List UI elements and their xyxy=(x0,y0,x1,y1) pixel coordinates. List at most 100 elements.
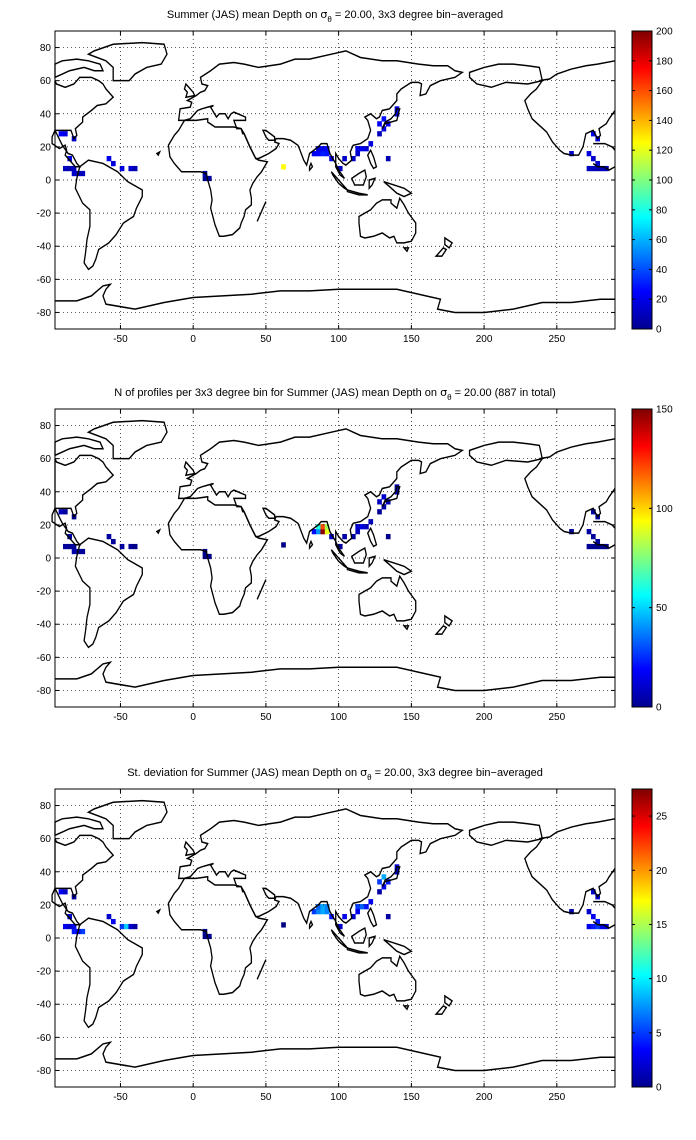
x-tick-label: 0 xyxy=(190,712,196,723)
data-cell xyxy=(355,904,361,910)
y-tick-label: -20 xyxy=(37,587,52,598)
x-tick-label: 150 xyxy=(403,712,420,723)
data-cell xyxy=(329,155,334,162)
data-cell xyxy=(591,913,596,920)
data-cell xyxy=(119,923,125,930)
y-tick-label: 20 xyxy=(40,900,52,911)
data-cell xyxy=(320,524,326,530)
data-cell xyxy=(595,538,601,545)
colorbar: 0 50 100 150 xyxy=(631,405,673,714)
x-tick-label: 0 xyxy=(190,1092,196,1103)
colorbar-tick-label: 150 xyxy=(656,405,673,416)
data-cell xyxy=(316,529,321,535)
colorbar-tick-label: 40 xyxy=(656,265,668,276)
panel-title-rest: = 20.00, 3x3 degree bin−averaged xyxy=(372,767,543,779)
data-cell xyxy=(586,165,592,172)
y-tick-label: 80 xyxy=(40,421,52,432)
data-cell xyxy=(359,524,365,530)
data-cell xyxy=(281,164,286,170)
colorbar-tick-label: 180 xyxy=(656,56,673,67)
colorbar-tick-label: 20 xyxy=(656,866,668,877)
data-cell xyxy=(316,524,321,530)
data-cell xyxy=(132,165,138,172)
panel-title-subscript: θ xyxy=(327,15,332,24)
x-tick-label: 150 xyxy=(403,334,420,345)
y-tick-label: -80 xyxy=(37,308,52,319)
x-tick-label: -50 xyxy=(113,712,128,723)
data-cell xyxy=(324,909,330,915)
data-cell xyxy=(124,923,129,930)
data-cell xyxy=(355,909,361,915)
data-cell xyxy=(595,918,601,925)
data-cell xyxy=(591,543,596,550)
data-cell xyxy=(591,155,596,162)
colorbar-tick-label: 15 xyxy=(656,920,668,931)
data-cell xyxy=(67,543,73,550)
x-tick-label: 200 xyxy=(476,334,493,345)
y-tick-label: -60 xyxy=(37,275,52,286)
data-cell xyxy=(385,155,391,162)
data-cell xyxy=(381,494,387,500)
data-cell xyxy=(377,879,382,885)
data-cell xyxy=(320,529,326,535)
panel-title-main: N of profiles per 3x3 degree bin for Sum… xyxy=(114,387,440,399)
colorbar-tick-label: 0 xyxy=(656,325,662,336)
panel-title-main: St. deviation for Summer (JAS) mean Dept… xyxy=(127,767,360,779)
data-cell xyxy=(591,889,596,895)
x-tick-label: 50 xyxy=(260,1092,272,1103)
data-cell xyxy=(586,923,592,930)
colorbar-gradient xyxy=(631,788,653,1088)
y-tick-label: 40 xyxy=(40,487,52,498)
data-cell xyxy=(385,121,391,127)
data-cells xyxy=(58,864,609,940)
x-tick-label: 100 xyxy=(330,712,347,723)
data-cell xyxy=(111,538,116,545)
data-cell xyxy=(58,889,64,895)
data-cell xyxy=(58,509,64,515)
data-cell xyxy=(311,151,317,157)
data-cell xyxy=(359,904,365,910)
colorbar-tick-label: 5 xyxy=(656,1028,662,1039)
y-tick-label: 20 xyxy=(40,142,52,153)
colorbar: 0 5 10 15 20 25 xyxy=(631,788,668,1094)
data-cell xyxy=(329,533,334,540)
data-cells xyxy=(58,106,609,182)
data-cell xyxy=(342,533,347,540)
x-tick-label: 50 xyxy=(260,334,272,345)
data-cell xyxy=(63,923,68,930)
data-cell xyxy=(316,909,321,915)
colorbar-tick-label: 100 xyxy=(656,504,673,515)
panel-title-sigma: σ xyxy=(440,386,447,399)
data-cell xyxy=(569,151,574,157)
y-tick-label: 20 xyxy=(40,520,52,531)
data-cell xyxy=(381,874,387,880)
data-cell xyxy=(355,151,361,157)
y-tick-label: 40 xyxy=(40,109,52,120)
y-tick-label: 0 xyxy=(45,554,51,565)
y-tick-label: -40 xyxy=(37,242,52,253)
panel-title: St. deviation for Summer (JAS) mean Dept… xyxy=(127,766,543,782)
colorbar-tick-label: 25 xyxy=(656,812,668,823)
y-tick-label: 60 xyxy=(40,76,52,87)
x-tick-label: 200 xyxy=(476,712,493,723)
data-cell xyxy=(377,889,382,895)
x-tick-label: 0 xyxy=(190,334,196,345)
colorbar-tick-label: 140 xyxy=(656,116,673,127)
data-cell xyxy=(351,155,356,162)
data-cell xyxy=(385,499,391,505)
colorbar-tick-label: 0 xyxy=(656,1083,662,1094)
data-cell xyxy=(377,499,382,505)
y-tick-label: 80 xyxy=(40,801,52,812)
panel-title-sigma: σ xyxy=(360,766,367,779)
y-tick-label: -60 xyxy=(37,1033,52,1044)
panel-title: N of profiles per 3x3 degree bin for Sum… xyxy=(114,386,556,402)
data-cell xyxy=(591,533,596,540)
data-cell xyxy=(586,543,592,550)
data-cell xyxy=(337,165,343,172)
data-cell xyxy=(342,155,347,162)
data-cell xyxy=(595,543,601,550)
data-cell xyxy=(351,533,356,540)
data-cell xyxy=(320,904,326,910)
x-tick-label: 100 xyxy=(330,334,347,345)
data-cell xyxy=(202,553,208,560)
